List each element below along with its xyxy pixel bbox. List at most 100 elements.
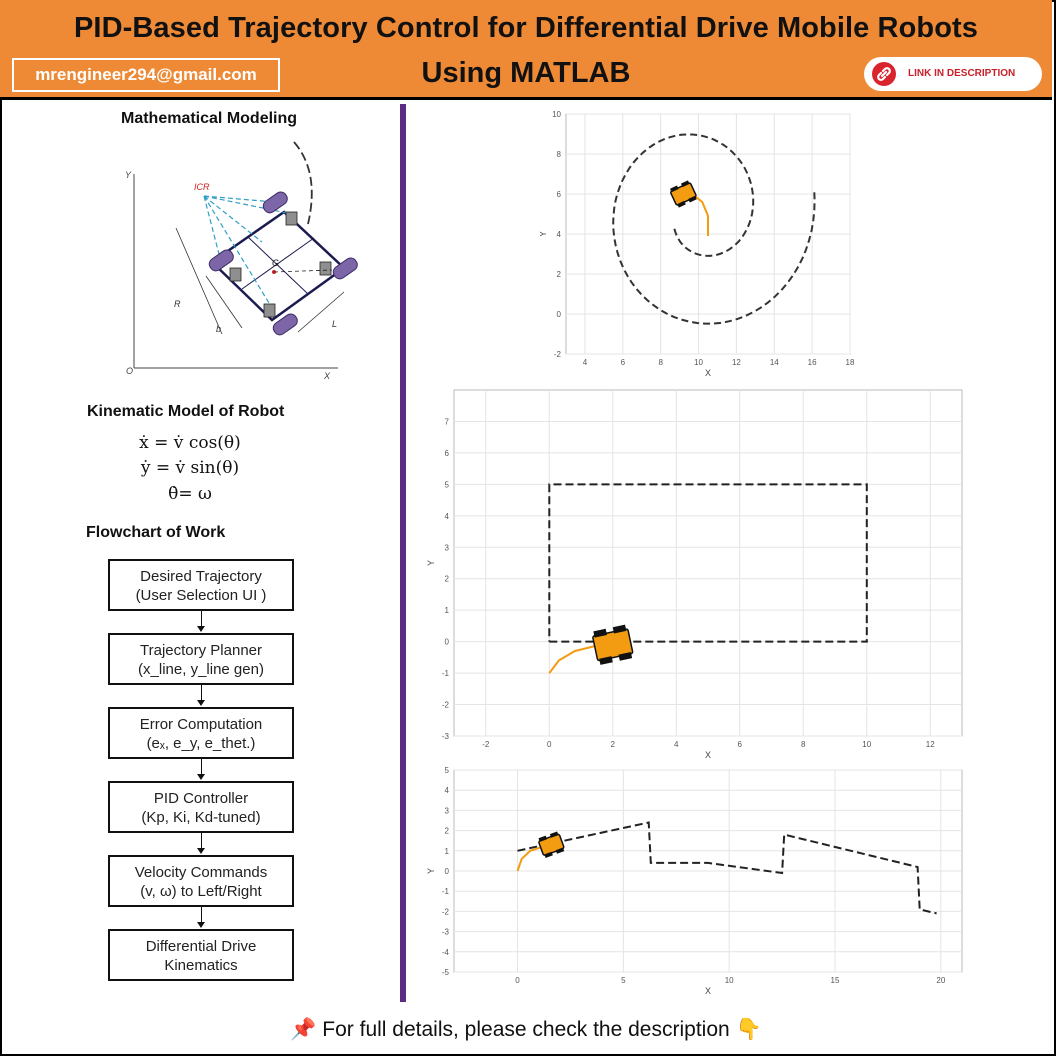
y-tick-label: 0	[445, 867, 450, 876]
reference-trajectory	[548, 483, 868, 643]
y-tick-label: 4	[445, 786, 450, 795]
robot-wheel	[612, 624, 627, 634]
y-axis-label: Y	[426, 868, 436, 874]
kinematic-heading: Kinematic Model of Robot	[87, 403, 285, 420]
robot-wheel	[549, 831, 559, 838]
y-tick-label: 4	[445, 512, 450, 521]
equation-y: ẏ = v̇ sin(θ)	[140, 458, 240, 478]
x-tick-label: 15	[831, 976, 840, 985]
y-tick-label: 10	[552, 110, 561, 119]
robot-marker	[592, 624, 634, 665]
robot-wheel	[593, 628, 607, 638]
flowchart-step-desired-trajectory: Desired Trajectory (User Selection UI )	[108, 559, 294, 611]
page-title-line1: PID-Based Trajectory Control for Differe…	[73, 12, 979, 44]
email-box: mrengineer294@gmail.com	[12, 58, 280, 92]
robot-marker	[669, 180, 697, 208]
sawtooth-trajectory-plot: 0 5 10 15 20 -5 -4 -3 -2 -1 0 1 2 3 4 5 X Y	[426, 766, 963, 996]
x-axis-label: X	[705, 986, 711, 996]
column-divider	[400, 104, 406, 1002]
x-tick-label: 10	[694, 358, 703, 367]
robot-body	[592, 628, 634, 662]
y-tick-label: -1	[442, 669, 450, 678]
pointing-hand-icon: 👇	[735, 1018, 762, 1041]
y-tick-label: 5	[445, 480, 450, 489]
x-axis-label: X	[705, 750, 711, 760]
x-tick-label: 0	[515, 976, 520, 985]
x-tick-label: 10	[862, 740, 871, 749]
robot-wheel	[618, 651, 633, 661]
x-tick-label: 0	[547, 740, 552, 749]
y-tick-label: 2	[557, 270, 562, 279]
y-tick-label: 0	[557, 310, 562, 319]
flowchart-step-error-computation: Error Computation (eₓ, e_y, e_thet.)	[108, 707, 294, 759]
x-tick-label: 10	[725, 976, 734, 985]
equation-theta: θ̇= ω	[168, 484, 212, 504]
robot-wheel	[680, 180, 690, 188]
y-tick-label: 1	[445, 847, 450, 856]
x-axis-label: X	[705, 368, 711, 378]
diagram-b-label: b	[216, 324, 221, 334]
x-tick-label: 6	[621, 358, 626, 367]
footer-note: 📌 For full details, please check the des…	[0, 1018, 1052, 1042]
footer-text: For full details, please check the descr…	[322, 1018, 730, 1041]
equation-x: ẋ = v̇ cos(θ)	[139, 433, 241, 453]
x-tick-label: 5	[621, 976, 626, 985]
y-tick-label: 7	[445, 417, 450, 426]
x-tick-label: 8	[658, 358, 663, 367]
pushpin-icon: 📌	[290, 1018, 317, 1041]
flowchart-step-velocity-commands: Velocity Commands (v, ω) to Left/Right	[108, 855, 294, 907]
y-tick-label: -1	[442, 887, 450, 896]
flowchart-step-pid-controller: PID Controller (Kp, Ki, Kd-tuned)	[108, 781, 294, 833]
x-tick-label: 20	[936, 976, 945, 985]
x-tick-label: 12	[732, 358, 741, 367]
x-tick-label: 8	[801, 740, 806, 749]
robot-marker	[538, 831, 565, 858]
robot-wheel	[599, 656, 613, 665]
y-tick-label: 1	[445, 606, 450, 615]
x-tick-label: 6	[738, 740, 743, 749]
x-tick-label: 4	[674, 740, 679, 749]
y-tick-label: 6	[445, 449, 450, 458]
robot-wheel	[544, 851, 553, 858]
x-tick-label: -2	[482, 740, 490, 749]
robot-wheel	[669, 185, 679, 193]
diagram-x-label: X	[323, 371, 331, 381]
y-tick-label: 0	[445, 638, 450, 647]
reference-trajectory	[517, 821, 937, 915]
y-tick-label: -2	[442, 907, 450, 916]
diagram-r-label: R	[174, 299, 181, 309]
link-label: LINK IN DESCRIPTION	[908, 68, 1016, 79]
link-in-description-badge[interactable]: LINK IN DESCRIPTION	[864, 57, 1042, 91]
robot-model-diagram: Y X O R b L ICR G	[125, 141, 358, 381]
flowchart-heading: Flowchart of Work	[86, 524, 226, 541]
diagram-g-label: G	[272, 258, 279, 268]
plot-area	[453, 389, 963, 737]
y-tick-label: 6	[557, 190, 562, 199]
modeling-heading: Mathematical Modeling	[121, 110, 298, 127]
y-tick-label: 2	[445, 827, 450, 836]
flowchart-step-differential-drive: Differential Drive Kinematics	[108, 929, 294, 981]
robot-wheel	[555, 847, 565, 854]
y-tick-label: -2	[554, 350, 562, 359]
link-icon	[872, 62, 896, 86]
y-tick-label: 8	[557, 150, 562, 159]
diagram-icr-label: ICR	[194, 182, 210, 192]
x-tick-label: 12	[926, 740, 935, 749]
y-tick-label: 5	[445, 766, 450, 775]
y-tick-label: 3	[445, 806, 450, 815]
robot-wheel	[688, 195, 697, 203]
y-tick-label: 2	[445, 575, 450, 584]
diagram-origin-label: O	[126, 366, 133, 376]
y-axis-label: Y	[426, 560, 436, 566]
diagram-y-label: Y	[125, 170, 132, 180]
robot-wheel	[538, 835, 548, 842]
y-tick-label: -2	[442, 701, 450, 710]
x-tick-label: 18	[846, 358, 855, 367]
diagram-l-label: L	[332, 319, 337, 329]
y-tick-label: -4	[442, 948, 450, 957]
x-tick-label: 4	[583, 358, 588, 367]
y-axis-label: Y	[540, 231, 548, 237]
y-tick-label: -3	[442, 928, 450, 937]
robot-wheel	[677, 200, 686, 208]
